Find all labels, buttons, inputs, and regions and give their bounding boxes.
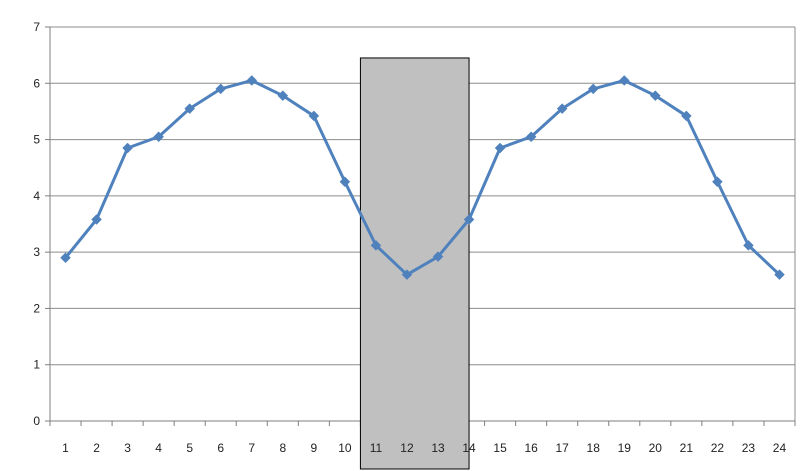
x-tick-label-4: 4	[155, 441, 162, 455]
series-line-0	[64, 78, 781, 277]
data-point-2	[91, 214, 102, 225]
y-tick-label-2: 2	[33, 301, 40, 315]
data-point-16	[525, 131, 537, 143]
x-tick-label-14: 14	[462, 441, 476, 455]
x-tick-label-1: 1	[62, 441, 69, 455]
x-tick-label-17: 17	[556, 441, 570, 455]
data-point-1	[60, 252, 71, 264]
data-point-23	[743, 240, 754, 251]
x-tick-label-21: 21	[680, 441, 694, 455]
axes	[45, 26, 796, 426]
data-point-7	[246, 75, 258, 86]
y-tick-label-5: 5	[33, 133, 40, 147]
x-tick-label-11: 11	[370, 441, 383, 455]
data-point-13	[432, 251, 444, 262]
data-point-8	[277, 90, 289, 102]
data-point-6	[215, 83, 227, 95]
data-point-19	[618, 75, 630, 86]
x-tick-label-18: 18	[587, 441, 601, 455]
data-point-17	[556, 103, 568, 114]
data-point-20	[649, 90, 661, 102]
x-tick-label-2: 2	[93, 441, 100, 455]
x-tick-label-12: 12	[400, 441, 414, 455]
x-tick-label-5: 5	[186, 441, 193, 455]
y-tick-label-7: 7	[33, 20, 40, 34]
x-tick-label-3: 3	[124, 441, 131, 455]
data-point-3	[122, 142, 133, 154]
x-tick-label-16: 16	[524, 441, 538, 455]
x-tick-label-24: 24	[773, 441, 787, 455]
x-tick-label-9: 9	[311, 441, 318, 455]
x-tick-label-6: 6	[217, 441, 224, 455]
highlight-region	[359, 57, 470, 470]
x-tick-label-23: 23	[742, 441, 756, 455]
x-tick-label-22: 22	[711, 441, 725, 455]
y-tick-label-0: 0	[33, 414, 40, 428]
data-point-18	[587, 83, 599, 95]
x-tick-label-15: 15	[493, 441, 507, 455]
data-point-5	[184, 103, 196, 114]
data-point-14	[463, 214, 475, 225]
data-point-12	[401, 269, 413, 281]
data-point-10	[339, 176, 351, 188]
data-point-4	[153, 131, 164, 143]
x-tick-label-13: 13	[431, 441, 445, 455]
x-tick-label-19: 19	[618, 441, 632, 455]
data-point-11	[370, 240, 382, 251]
data-point-22	[712, 176, 723, 188]
x-tick-label-10: 10	[338, 441, 352, 455]
x-tick-label-20: 20	[649, 441, 663, 455]
data-point-21	[681, 110, 692, 122]
highlight-rect	[359, 57, 470, 470]
data-point-9	[308, 110, 320, 122]
y-tick-label-4: 4	[33, 189, 40, 203]
data-point-24	[774, 269, 785, 281]
x-tick-label-7: 7	[248, 441, 255, 455]
x-tick-label-8: 8	[279, 441, 286, 455]
y-tick-label-6: 6	[33, 76, 40, 90]
series-layer	[60, 75, 785, 281]
data-point-15	[494, 142, 506, 154]
y-tick-label-1: 1	[33, 358, 40, 372]
y-tick-label-3: 3	[33, 245, 40, 259]
